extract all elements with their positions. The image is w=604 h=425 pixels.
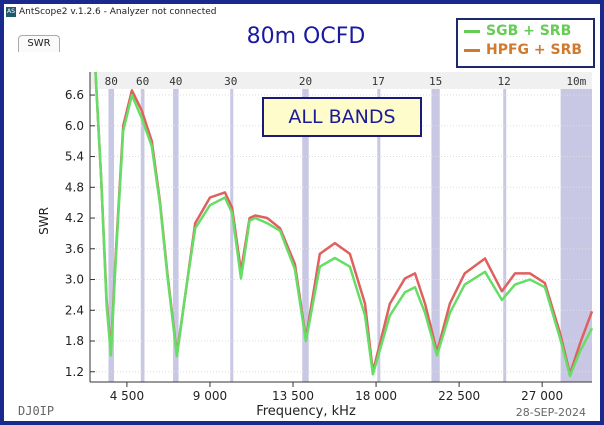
y-axis-label: SWR [36, 207, 51, 235]
y-tick-label: 4.8 [65, 180, 84, 194]
app-icon: AS [6, 7, 16, 17]
chart-title: 80m OCFD [246, 24, 366, 49]
x-tick-label: 9 000 [193, 389, 227, 403]
y-tick-label: 2.4 [65, 303, 84, 317]
band-label: 40 [169, 75, 182, 88]
band-shade [431, 89, 440, 382]
band-label: 12 [498, 75, 511, 88]
y-tick-label: 5.4 [65, 150, 84, 164]
legend: SGB + SRB HPFG + SRB [456, 18, 595, 68]
legend-label: SGB + SRB [486, 23, 572, 39]
band-label: 80 [105, 75, 118, 88]
legend-item-sgb: SGB + SRB [464, 23, 593, 39]
band-shade [560, 89, 592, 382]
band-label: 10m [566, 75, 586, 88]
band-shade [173, 89, 179, 382]
y-tick-label: 3.6 [65, 242, 84, 256]
series-line-hpfg [94, 71, 594, 376]
y-tick-label: 6.6 [65, 88, 84, 102]
band-label-strip [90, 72, 592, 89]
x-tick-label: 27 000 [521, 389, 563, 403]
x-axis-label: Frequency, kHz [256, 404, 356, 419]
series-line-sgb [94, 71, 594, 378]
band-label: 30 [224, 75, 237, 88]
band-label: 15 [429, 75, 442, 88]
y-tick-label: 6.0 [65, 119, 84, 133]
band-shade [230, 89, 234, 382]
x-tick-label: 18 000 [355, 389, 397, 403]
band-shade [503, 89, 507, 382]
band-shade [377, 89, 381, 382]
window-title: AntScope2 v.1.2.6 - Analyzer not connect… [19, 7, 217, 17]
window-titlebar: AS AntScope2 v.1.2.6 - Analyzer not conn… [6, 7, 217, 17]
date: 28-SEP-2024 [515, 406, 586, 419]
band-label: 20 [299, 75, 312, 88]
y-tick-label: 3.0 [65, 273, 84, 287]
band-label: 17 [372, 75, 385, 88]
y-tick-label: 4.2 [65, 211, 84, 225]
band-label: 60 [136, 75, 149, 88]
y-tick-label: 1.8 [65, 334, 84, 348]
band-shade [108, 89, 114, 382]
band-shade [140, 89, 145, 382]
tab-swr[interactable]: SWR [18, 35, 60, 52]
legend-item-hpfg: HPFG + SRB [464, 42, 593, 58]
callsign: DJ0IP [18, 404, 55, 418]
x-tick-label: 13 500 [272, 389, 314, 403]
x-tick-label: 22 500 [438, 389, 480, 403]
y-tick-label: 1.2 [65, 365, 84, 379]
all-bands-annotation: ALL BANDS [262, 97, 422, 137]
legend-label: HPFG + SRB [486, 42, 583, 58]
band-shade [302, 89, 309, 382]
swr-chart: 80 60 40 30 20 17 15 12 10m 1.2 1.8 2.4 3.0 3.6 4.2 4.8… [65, 71, 594, 403]
x-tick-label: 4 500 [110, 389, 144, 403]
